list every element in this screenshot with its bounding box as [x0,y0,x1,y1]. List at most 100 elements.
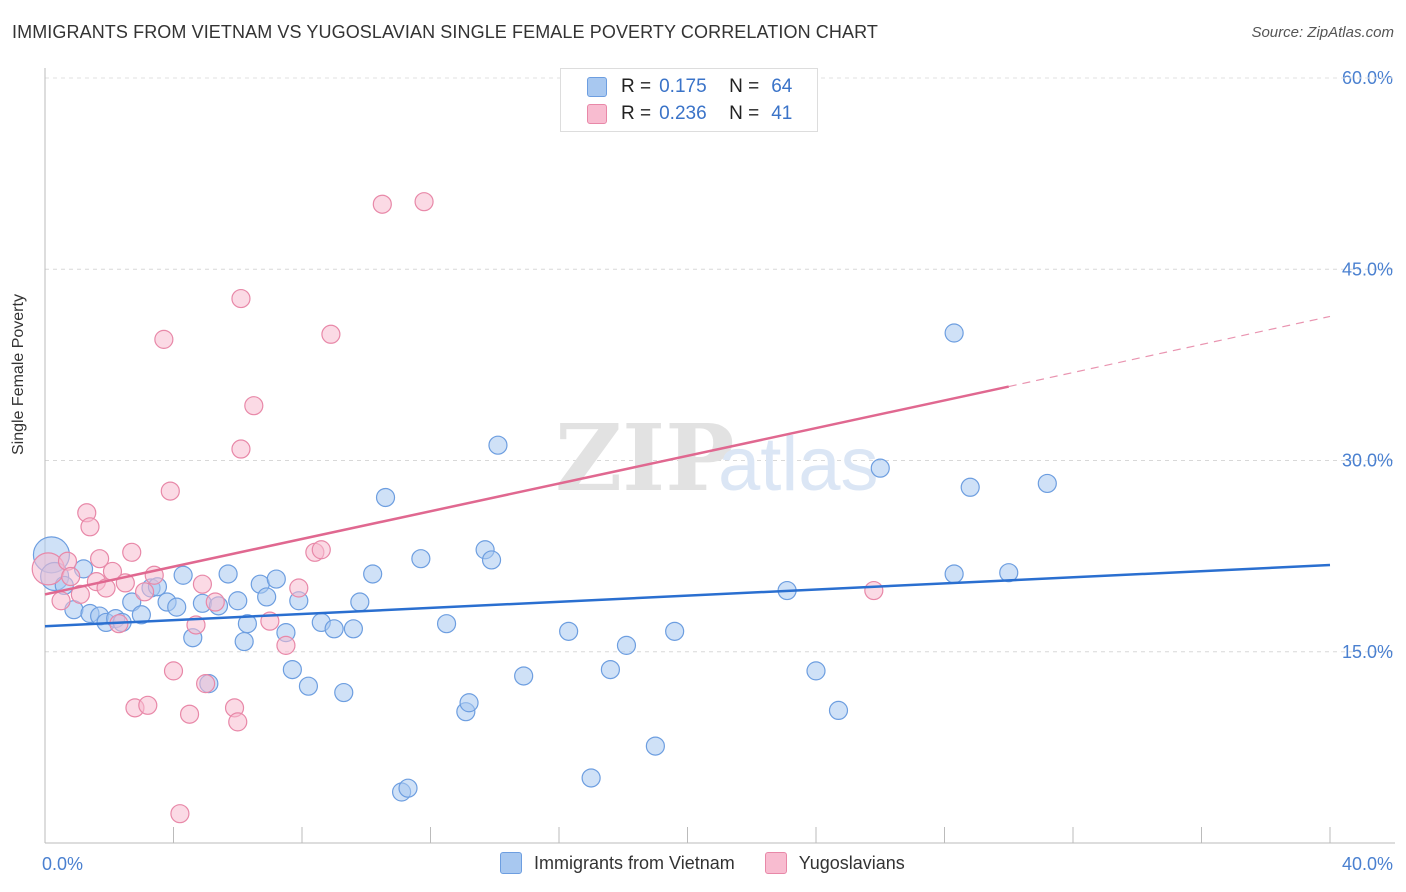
yugoslavian-point [122,542,142,562]
legend-swatch-vietnam [587,77,607,97]
legend-n-label: N = [729,76,760,97]
vietnam-point [645,736,665,756]
legend-row-yugoslavian: R = 0.236 N = 41 [587,103,792,125]
vietnam-point [514,666,534,686]
yugoslavian-point [192,574,213,594]
y-tick-label: 15.0% [1342,642,1393,662]
vietnam-point [488,435,508,455]
watermark-atlas: atlas [718,422,879,507]
yugoslavian-point [96,578,116,598]
vietnam-point [411,549,431,569]
yugoslavian-trend-line [44,385,1010,596]
chart-title: IMMIGRANTS FROM VIETNAM VS YUGOSLAVIAN S… [12,22,878,42]
vietnam-point [459,693,479,713]
yugoslavian-point [80,517,100,537]
vietnam-point [481,550,502,570]
vietnam-point [334,682,354,703]
vietnam-point [324,619,344,639]
legend-swatch-yugoslavian [587,104,607,124]
vietnam-point [616,635,637,655]
legend-label-vietnam: Immigrants from Vietnam [534,852,735,873]
vietnam-point [218,564,238,584]
vietnam-point [266,569,286,589]
legend-swatch-vietnam [500,852,522,874]
vietnam-point [581,768,601,788]
vietnam-point [363,564,383,584]
vietnam-point [167,597,187,617]
watermark-zip: ZIP [555,404,734,512]
yugoslavian-point [61,566,81,587]
vietnam-point [234,631,254,652]
yugoslavian-point [231,288,251,309]
legend-row-vietnam: R = 0.175 N = 64 [587,76,792,98]
yugoslavian-point [179,704,200,724]
vietnam-point [131,605,151,625]
vietnam-point [122,592,142,612]
yugoslavian-point [51,591,71,611]
legend-n-value-vietnam: 64 [771,76,793,97]
yugoslavian-point [231,439,251,459]
legend-n-label: N = [729,103,760,124]
yugoslavian-point [321,324,341,344]
yugoslavian-point [170,804,190,824]
yugoslavian-point [244,396,264,416]
vietnam-point [1037,473,1057,494]
legend-item-vietnam[interactable]: Immigrants from Vietnam [500,852,735,874]
vietnam-point [870,458,890,478]
vietnam-point [559,621,579,641]
vietnam-point [257,587,277,607]
legend-r-value-vietnam: 0.175 [659,76,707,97]
yugoslavian-point [372,194,392,214]
yugoslavian-point [864,580,884,601]
series-legend: Immigrants from Vietnam Yugoslavians [500,852,935,874]
x-tick-label: 40.0% [1342,854,1393,874]
vietnam-point [228,591,248,611]
vietnam-point [944,564,964,584]
yugoslavian-point [205,592,225,612]
legend-r-value-yugoslavian: 0.236 [659,103,707,124]
legend-r-label: R = [621,103,652,124]
yugoslavian-point [163,661,184,681]
vietnam-point [173,565,193,585]
vietnam-trend-line [44,563,1331,628]
vietnam-point [806,661,826,681]
yugoslavian-point [90,549,110,569]
legend-r-label: R = [621,76,652,97]
legend-label-yugoslavian: Yugoslavians [798,852,905,873]
legend-swatch-yugoslavian [764,852,787,874]
vietnam-point [350,592,370,612]
vietnam-point [282,659,302,680]
vietnam-point [828,700,849,721]
yugoslavian-point [289,578,309,598]
vietnam-point [944,323,964,343]
vietnam-point [600,659,621,680]
yugoslavian-point [414,192,434,212]
source-label: Source: ZipAtlas.com [1251,24,1394,41]
vietnam-point [375,487,396,508]
correlation-legend: R = 0.175 N = 64 R = 0.236 N = 41 [560,68,818,132]
legend-n-value-yugoslavian: 41 [771,103,793,124]
y-tick-label: 45.0% [1342,259,1393,279]
yugoslavian-point [160,481,180,501]
yugoslavian-point [228,712,248,732]
yugoslavian-point [70,584,90,604]
vietnam-point [398,778,418,798]
vietnam-point [999,563,1019,583]
legend-item-yugoslavian[interactable]: Yugoslavians [764,852,905,874]
vietnam-point [237,614,257,634]
yugoslavian-point [311,540,331,560]
yugoslavian-trend-extension [1008,315,1331,388]
yugoslavian-point [276,635,296,655]
y-tick-label: 30.0% [1342,451,1393,471]
x-tick-label: 0.0% [42,854,83,874]
yugoslavian-point [134,582,155,602]
vietnam-point [665,621,685,641]
vietnam-point [436,614,457,634]
vietnam-point [343,619,363,639]
yugoslavian-point [196,674,216,694]
yugoslavian-point [138,695,158,715]
yugoslavian-point [154,329,174,349]
vietnam-point [960,477,980,497]
vietnam-point [298,676,319,696]
